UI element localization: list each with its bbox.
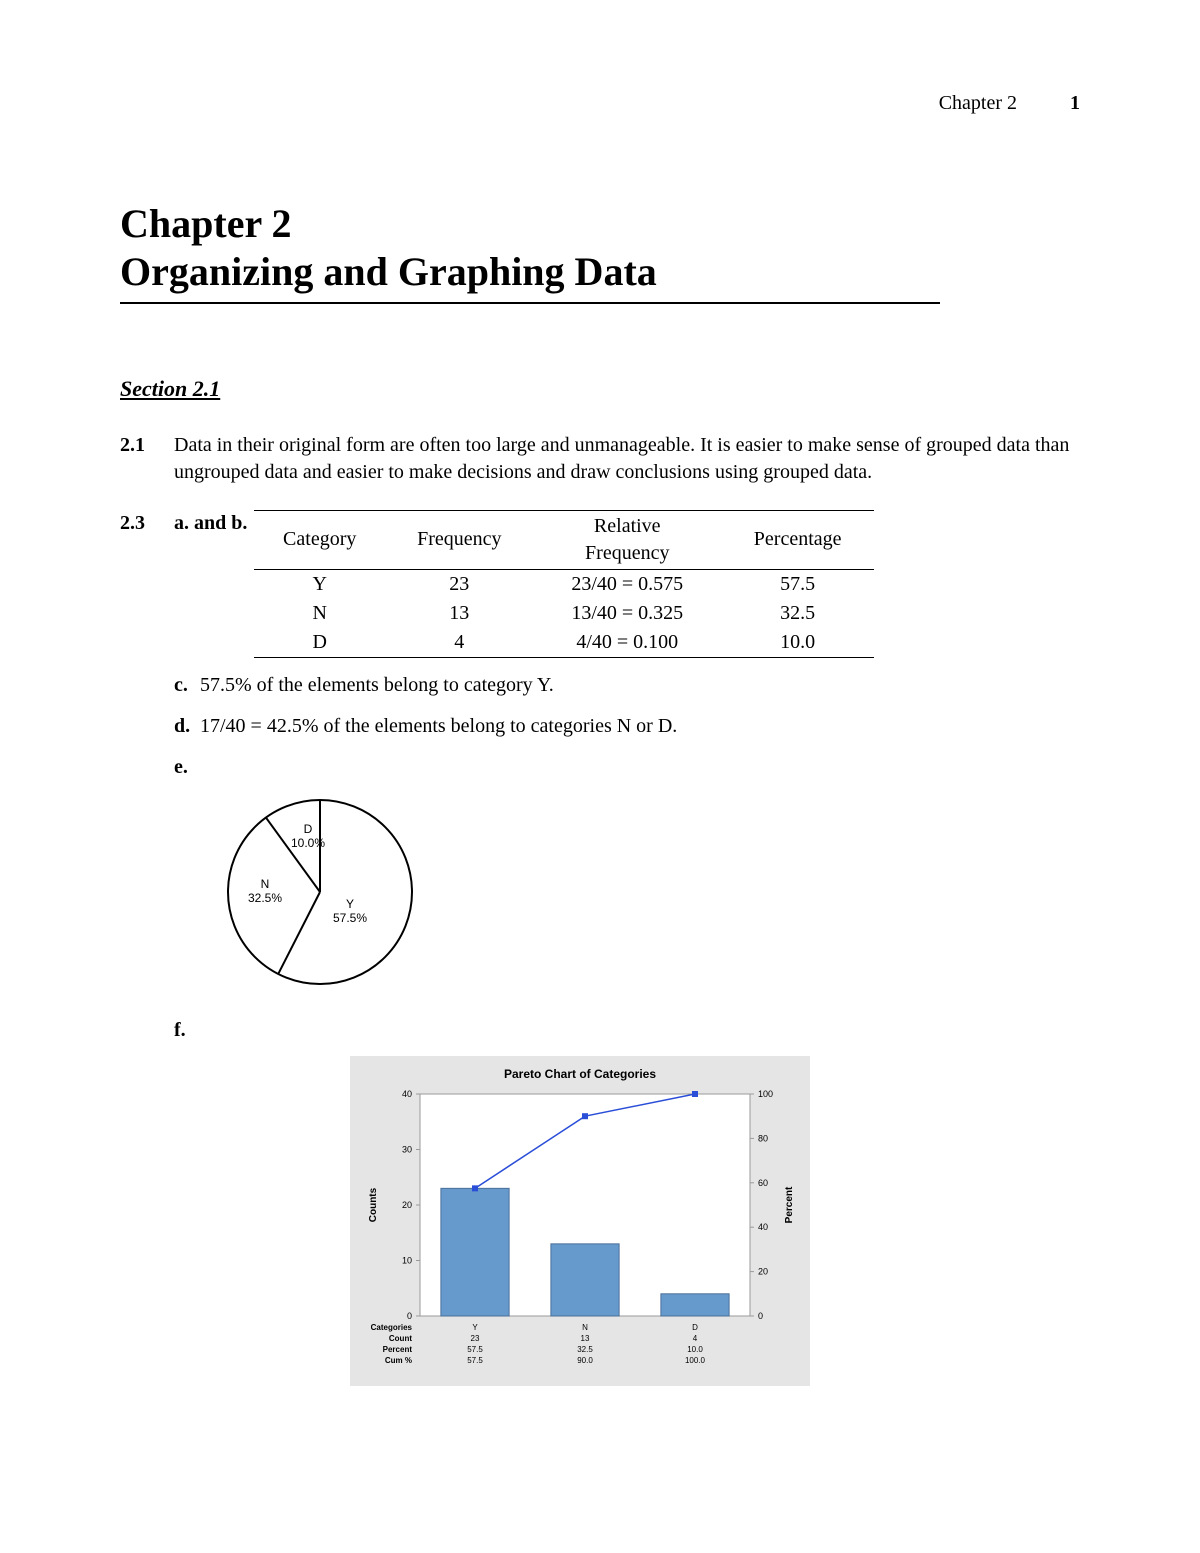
svg-text:80: 80 <box>758 1133 768 1143</box>
svg-text:100.0: 100.0 <box>685 1356 706 1365</box>
page: Chapter 2 1 Chapter 2 Organizing and Gra… <box>0 0 1200 1553</box>
item-text: 57.5% of the elements belong to category… <box>200 672 1080 699</box>
title-line2: Organizing and Graphing Data <box>120 248 940 296</box>
svg-text:D: D <box>304 822 313 836</box>
frequency-table: Category Frequency RelativeFrequency Per… <box>254 510 874 658</box>
frequency-table-container: Category Frequency RelativeFrequency Per… <box>254 510 874 658</box>
svg-text:57.5%: 57.5% <box>333 911 367 925</box>
pareto-chart: Pareto Chart of Categories010203040Count… <box>350 1056 1080 1386</box>
item-text: 17/40 = 42.5% of the elements belong to … <box>200 713 1080 740</box>
svg-text:4: 4 <box>693 1334 698 1343</box>
item-label: e. <box>174 754 200 781</box>
svg-text:Percent: Percent <box>784 1186 795 1223</box>
svg-text:Y: Y <box>472 1323 478 1332</box>
svg-text:Count: Count <box>389 1334 412 1343</box>
svg-text:57.5: 57.5 <box>467 1345 483 1354</box>
svg-text:Percent: Percent <box>383 1345 413 1354</box>
svg-text:40: 40 <box>402 1089 412 1099</box>
q-sublabel: a. and b. <box>174 510 254 658</box>
svg-text:100: 100 <box>758 1089 773 1099</box>
q-number: 2.3 <box>120 510 174 658</box>
table-row: D 4 4/40 = 0.100 10.0 <box>254 628 874 658</box>
svg-text:D: D <box>692 1323 698 1332</box>
svg-text:10.0: 10.0 <box>687 1345 703 1354</box>
svg-text:Categories: Categories <box>371 1323 413 1332</box>
svg-text:20: 20 <box>402 1200 412 1210</box>
svg-text:40: 40 <box>758 1222 768 1232</box>
svg-text:20: 20 <box>758 1266 768 1276</box>
question-2-3-e: e. <box>174 754 1080 781</box>
col-category: Category <box>254 510 385 569</box>
header-page-number: 1 <box>1070 92 1080 114</box>
svg-text:N: N <box>582 1323 588 1332</box>
col-frequency: Frequency <box>385 510 533 569</box>
item-label: d. <box>174 713 200 740</box>
section-heading: Section 2.1 <box>120 374 1080 404</box>
question-2-3-c: c. 57.5% of the elements belong to categ… <box>174 672 1080 699</box>
table-row: Y 23 23/40 = 0.575 57.5 <box>254 569 874 599</box>
svg-text:57.5: 57.5 <box>467 1356 483 1365</box>
col-relative-frequency: RelativeFrequency <box>533 510 721 569</box>
svg-text:Y: Y <box>346 897 354 911</box>
svg-text:13: 13 <box>581 1334 590 1343</box>
svg-text:60: 60 <box>758 1177 768 1187</box>
item-label: f. <box>174 1017 200 1044</box>
pareto-chart-svg: Pareto Chart of Categories010203040Count… <box>350 1056 810 1386</box>
svg-text:N: N <box>261 877 270 891</box>
svg-text:90.0: 90.0 <box>577 1356 593 1365</box>
svg-text:Cum %: Cum % <box>385 1356 412 1365</box>
title-line1: Chapter 2 <box>120 200 940 248</box>
svg-text:32.5: 32.5 <box>577 1345 593 1354</box>
table-row: N 13 13/40 = 0.325 32.5 <box>254 599 874 628</box>
header-chapter: Chapter 2 <box>939 92 1017 114</box>
pie-chart: Y57.5% N32.5% D10.0% <box>210 787 1080 997</box>
svg-text:32.5%: 32.5% <box>248 891 282 905</box>
svg-text:23: 23 <box>471 1334 480 1343</box>
q-text: Data in their original form are often to… <box>174 432 1080 486</box>
pie-chart-svg: Y57.5% N32.5% D10.0% <box>210 787 430 997</box>
svg-text:Counts: Counts <box>368 1187 379 1222</box>
svg-text:0: 0 <box>407 1311 412 1321</box>
svg-text:10.0%: 10.0% <box>291 836 325 850</box>
item-label: c. <box>174 672 200 699</box>
question-2-3-d: d. 17/40 = 42.5% of the elements belong … <box>174 713 1080 740</box>
q-number: 2.1 <box>120 432 174 486</box>
svg-text:30: 30 <box>402 1144 412 1154</box>
svg-text:10: 10 <box>402 1255 412 1265</box>
question-2-1: 2.1 Data in their original form are ofte… <box>120 432 1080 486</box>
col-percentage: Percentage <box>721 510 874 569</box>
chapter-title: Chapter 2 Organizing and Graphing Data <box>120 200 940 304</box>
question-2-3-f: f. <box>174 1017 1080 1044</box>
question-2-3-ab: 2.3 a. and b. Category Frequency Relativ… <box>120 510 1080 658</box>
running-header: Chapter 2 1 <box>939 90 1080 117</box>
svg-text:0: 0 <box>758 1311 763 1321</box>
svg-text:Pareto Chart of Categories: Pareto Chart of Categories <box>504 1067 656 1081</box>
